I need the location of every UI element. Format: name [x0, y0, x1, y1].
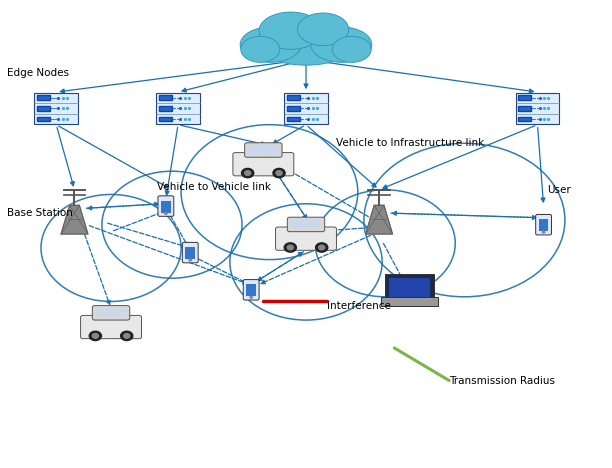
FancyBboxPatch shape	[156, 93, 200, 124]
FancyBboxPatch shape	[159, 117, 172, 121]
FancyBboxPatch shape	[37, 106, 50, 111]
Circle shape	[189, 259, 192, 261]
FancyBboxPatch shape	[264, 146, 278, 154]
Circle shape	[319, 245, 325, 250]
Text: Transmission Radius: Transmission Radius	[449, 375, 555, 386]
FancyBboxPatch shape	[286, 95, 300, 100]
Circle shape	[92, 334, 99, 338]
Circle shape	[245, 171, 251, 176]
Ellipse shape	[332, 37, 371, 62]
FancyBboxPatch shape	[246, 284, 256, 296]
FancyBboxPatch shape	[158, 196, 174, 216]
FancyBboxPatch shape	[286, 106, 300, 111]
Circle shape	[542, 231, 545, 233]
Polygon shape	[366, 205, 392, 234]
FancyBboxPatch shape	[291, 220, 305, 228]
FancyBboxPatch shape	[515, 93, 559, 124]
Circle shape	[165, 212, 167, 214]
Circle shape	[250, 296, 252, 298]
Circle shape	[316, 243, 328, 252]
FancyBboxPatch shape	[37, 117, 50, 121]
FancyBboxPatch shape	[381, 297, 438, 306]
FancyBboxPatch shape	[161, 200, 171, 212]
FancyBboxPatch shape	[81, 315, 141, 339]
Circle shape	[242, 168, 254, 178]
Circle shape	[121, 331, 133, 341]
FancyBboxPatch shape	[536, 214, 551, 235]
Circle shape	[89, 331, 102, 341]
Ellipse shape	[297, 13, 349, 45]
Circle shape	[273, 168, 285, 178]
Ellipse shape	[311, 27, 372, 62]
FancyBboxPatch shape	[112, 308, 125, 316]
FancyBboxPatch shape	[245, 143, 282, 157]
FancyBboxPatch shape	[249, 146, 263, 154]
FancyBboxPatch shape	[518, 95, 531, 100]
Ellipse shape	[259, 12, 323, 49]
FancyBboxPatch shape	[287, 217, 325, 232]
Text: User: User	[547, 185, 570, 195]
FancyBboxPatch shape	[159, 106, 172, 111]
Circle shape	[284, 243, 296, 252]
Text: Interference: Interference	[327, 301, 391, 311]
FancyBboxPatch shape	[37, 95, 50, 100]
FancyBboxPatch shape	[243, 279, 259, 300]
FancyBboxPatch shape	[34, 93, 78, 124]
Polygon shape	[61, 205, 88, 234]
Text: Vehicle to Infrastructure link: Vehicle to Infrastructure link	[337, 138, 485, 148]
FancyBboxPatch shape	[233, 153, 294, 176]
Ellipse shape	[241, 37, 280, 62]
FancyBboxPatch shape	[539, 219, 548, 231]
FancyBboxPatch shape	[286, 117, 300, 121]
FancyBboxPatch shape	[185, 247, 195, 259]
FancyBboxPatch shape	[385, 273, 435, 300]
FancyBboxPatch shape	[97, 308, 110, 316]
Circle shape	[276, 171, 282, 176]
FancyBboxPatch shape	[518, 117, 531, 121]
Text: Vehicle to Vehicle link: Vehicle to Vehicle link	[157, 183, 271, 192]
FancyBboxPatch shape	[518, 106, 531, 111]
FancyBboxPatch shape	[92, 306, 130, 320]
Text: Edge Nodes: Edge Nodes	[7, 68, 70, 79]
FancyBboxPatch shape	[182, 242, 198, 263]
FancyBboxPatch shape	[389, 278, 430, 297]
Circle shape	[124, 334, 130, 338]
FancyBboxPatch shape	[284, 93, 328, 124]
Ellipse shape	[240, 27, 301, 62]
FancyBboxPatch shape	[275, 227, 337, 250]
FancyBboxPatch shape	[159, 95, 172, 100]
FancyBboxPatch shape	[307, 220, 321, 228]
Circle shape	[287, 245, 293, 250]
Ellipse shape	[254, 17, 358, 65]
Text: Base Station: Base Station	[7, 208, 73, 218]
